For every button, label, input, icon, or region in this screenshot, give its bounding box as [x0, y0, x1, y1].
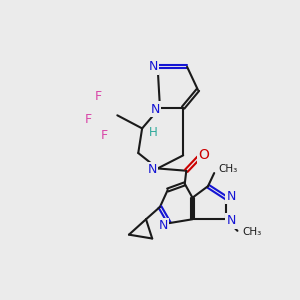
Text: F: F: [94, 90, 101, 103]
Text: F: F: [85, 113, 92, 126]
Text: N: N: [226, 214, 236, 227]
Text: CH₃: CH₃: [242, 227, 261, 237]
Text: N: N: [148, 60, 158, 73]
Text: CH₃: CH₃: [218, 164, 237, 174]
Text: N: N: [151, 103, 160, 116]
Text: N: N: [226, 190, 236, 203]
Text: F: F: [100, 129, 108, 142]
Text: N: N: [158, 219, 168, 232]
Text: O: O: [198, 148, 209, 162]
Text: N: N: [148, 164, 157, 176]
Text: H: H: [148, 126, 158, 139]
